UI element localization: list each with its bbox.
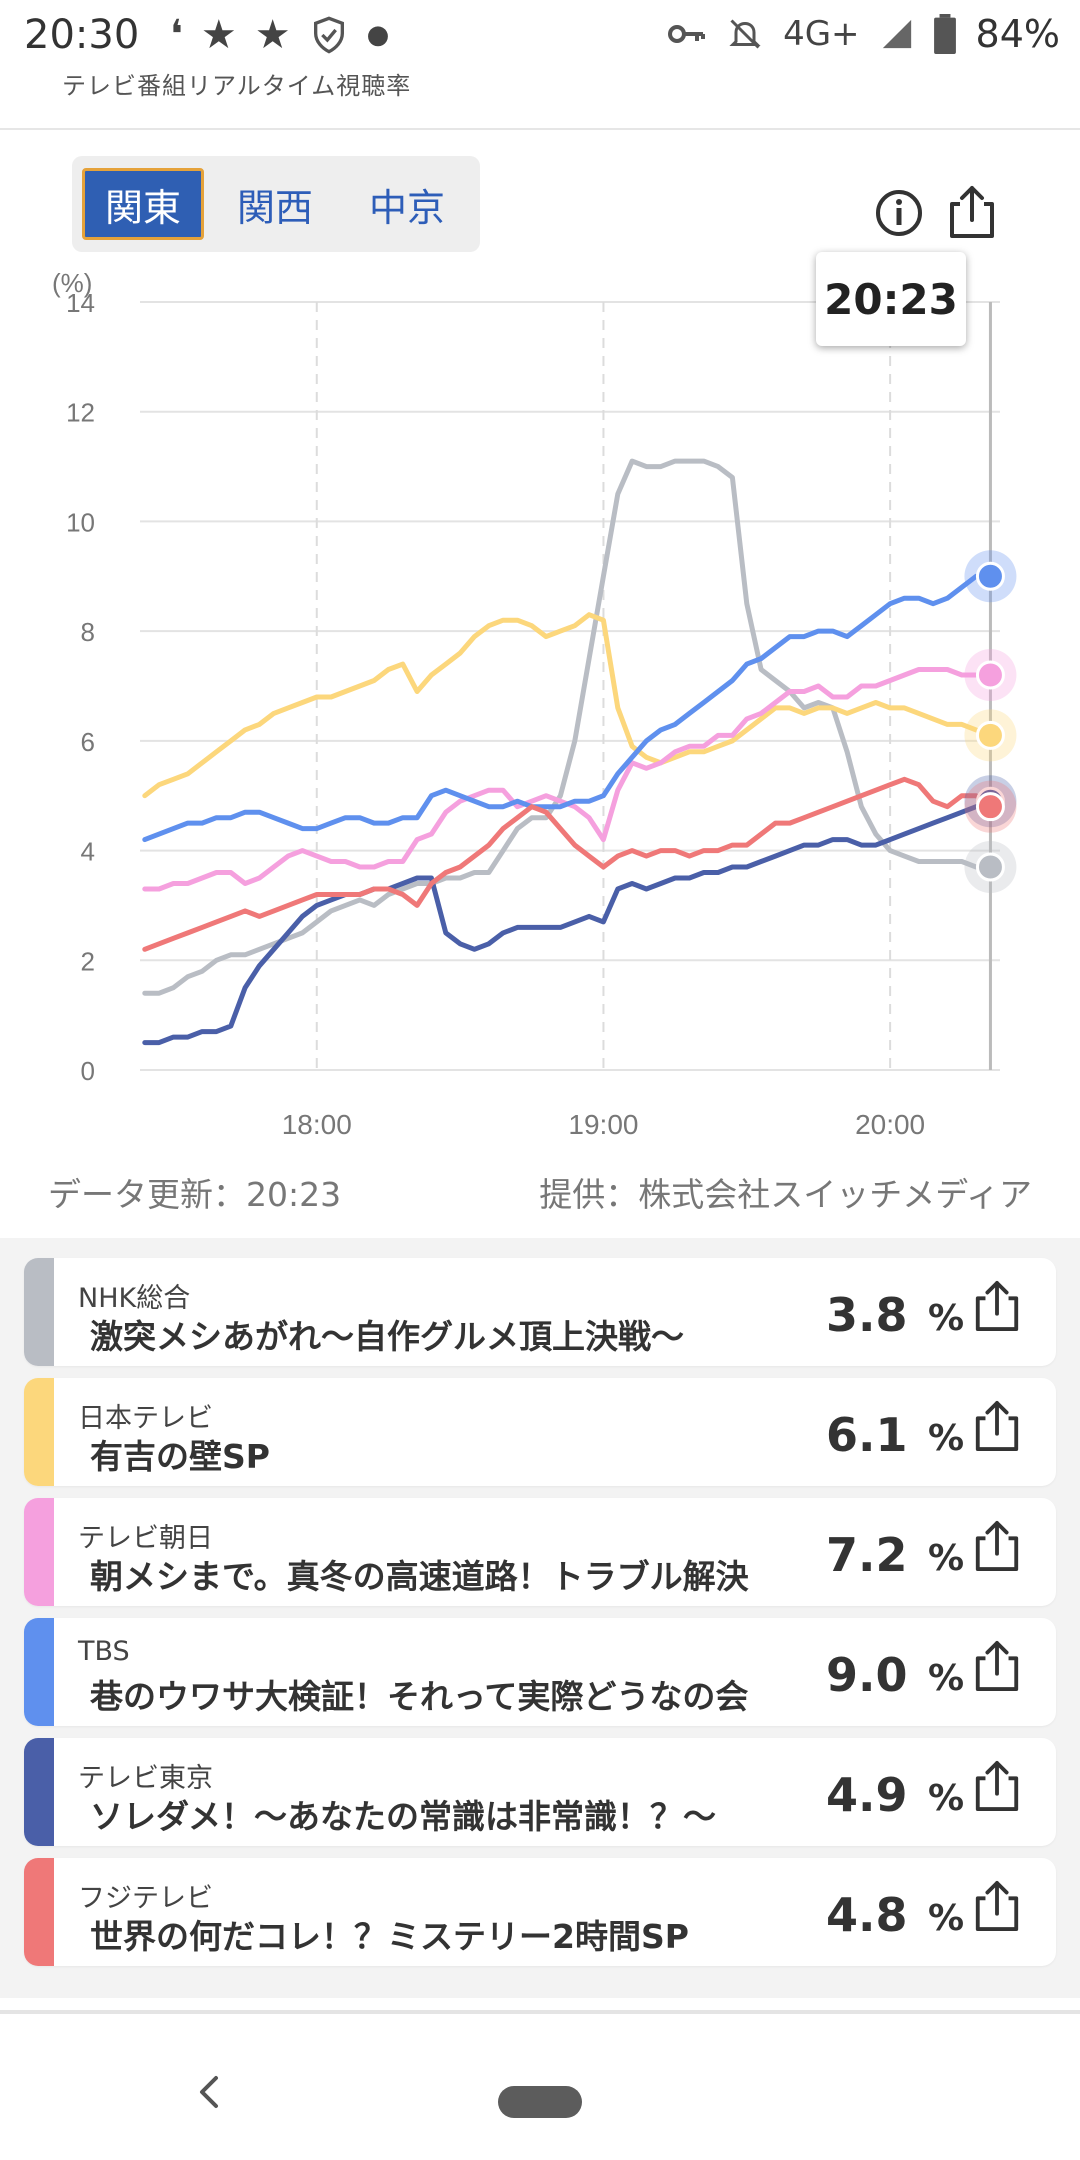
shield-icon [313, 16, 344, 54]
program-title: 世界の何だコレ！？ミステリー2時間SP [90, 1917, 689, 1956]
rating-value: 3.8 [826, 1288, 908, 1342]
series-marker-テレビ朝日[interactable] [975, 660, 1005, 690]
data-updated: データ更新：20:23 [48, 1175, 342, 1214]
x-tick-label: 19:00 [568, 1109, 638, 1140]
battery-icon [933, 14, 956, 54]
rating-value: 4.9 [826, 1768, 908, 1822]
y-axis-label: (%) [52, 270, 92, 298]
series-marker-フジテレビ[interactable] [975, 792, 1005, 822]
series-line-TBS [142, 573, 993, 843]
channel-name: テレビ東京 [78, 1763, 213, 1794]
channel-color-bar [24, 1858, 54, 1966]
channel-row[interactable]: NHK総合 激突メシあがれ～自作グルメ頂上決戦～ 3.8% [24, 1258, 1056, 1366]
rating-unit: % [928, 1298, 965, 1339]
y-tick-label: 6 [81, 727, 95, 757]
program-title: 巷のウワサ大検証！それって実際どうなの会 [90, 1677, 749, 1716]
star-icon: ★ [200, 12, 237, 58]
viewership-chart[interactable]: 0 2 4 6 8 10 12 14 (%) 18:00 19:00 20:00 [0, 270, 1080, 1170]
data-provider: 提供：株式会社スイッチメディア [539, 1175, 1032, 1214]
rating-value: 6.1 [826, 1408, 908, 1462]
status-right-icons: 4G+ 84% [667, 12, 1060, 56]
series-line-テレビ朝日 [142, 667, 993, 892]
channel-name: NHK総合 [78, 1283, 191, 1314]
channel-color-bar [24, 1498, 54, 1606]
channel-color-bar [24, 1378, 54, 1486]
tab-kanto[interactable]: 関東 [82, 168, 204, 240]
signal-icon [882, 19, 911, 49]
app-title: テレビ番組リアルタイム視聴率 [62, 72, 412, 100]
back-icon[interactable] [190, 2072, 230, 2112]
channel-row[interactable]: TBS 巷のウワサ大検証！それって実際どうなの会 9.0% [24, 1618, 1056, 1726]
channel-list: NHK総合 激突メシあがれ～自作グルメ頂上決戦～ 3.8% 日本テレビ 有吉の壁SP 6.… [24, 1258, 1056, 1978]
rating-unit: % [928, 1538, 965, 1579]
tab-kansai[interactable]: 関西 [236, 185, 313, 230]
channel-name: フジテレビ [78, 1883, 213, 1914]
status-left-icons: ❛ ★ ★ ● [170, 12, 389, 58]
program-title: 激突メシあがれ～自作グルメ頂上決戦～ [90, 1317, 684, 1356]
channel-row[interactable]: フジテレビ 世界の何だコレ！？ミステリー2時間SP 4.8% [24, 1858, 1056, 1966]
channel-color-bar [24, 1258, 54, 1366]
rating-value: 4.8 [826, 1888, 908, 1942]
share-icon[interactable] [972, 1638, 1022, 1694]
rating-value: 9.0 [826, 1648, 908, 1702]
series-marker-日本テレビ[interactable] [975, 720, 1005, 750]
rating-unit: % [928, 1658, 965, 1699]
rating-unit: % [928, 1418, 965, 1459]
notification-icon: ❛ [170, 12, 183, 58]
time-tooltip: 20:23 [816, 252, 966, 346]
bell-off-icon [729, 19, 761, 49]
program-title: 朝メシまで。真冬の高速道路！トラブル解決 [90, 1557, 749, 1596]
share-icon[interactable] [972, 1878, 1022, 1934]
tab-chukyo[interactable]: 中京 [368, 185, 445, 230]
y-tick-label: 2 [81, 946, 95, 976]
y-tick-label: 10 [66, 507, 95, 537]
share-icon[interactable] [972, 1278, 1022, 1334]
nav-bar [0, 2016, 1080, 2160]
x-tick-label: 20:00 [855, 1109, 925, 1140]
x-tick-label: 18:00 [282, 1109, 352, 1140]
y-tick-label: 0 [81, 1056, 95, 1086]
share-icon[interactable] [946, 184, 998, 240]
channel-row[interactable]: テレビ東京 ソレダメ！～あなたの常識は非常識！？～ 4.9% [24, 1738, 1056, 1846]
channel-color-bar [24, 1738, 54, 1846]
y-tick-label: 12 [66, 398, 95, 428]
home-button[interactable] [498, 2086, 582, 2118]
series-line-テレビ東京 [142, 798, 993, 1046]
program-title: 有吉の壁SP [90, 1437, 270, 1476]
program-title: ソレダメ！～あなたの常識は非常識！？～ [90, 1797, 717, 1836]
rating-value: 7.2 [826, 1528, 908, 1582]
series-line-日本テレビ [142, 612, 993, 799]
dot-icon: ● [366, 20, 390, 50]
nav-divider [0, 2010, 1080, 2014]
share-icon[interactable] [972, 1398, 1022, 1454]
series-line-フジテレビ [142, 776, 993, 952]
status-bar: 20:30 ❛ ★ ★ ● 4G+ 84% [0, 0, 1080, 72]
channel-color-bar [24, 1618, 54, 1726]
channel-row[interactable]: 日本テレビ 有吉の壁SP 6.1% [24, 1378, 1056, 1486]
key-icon [668, 25, 706, 43]
rating-unit: % [928, 1778, 965, 1819]
y-tick-label: 14 [66, 288, 95, 318]
chart-svg[interactable]: 0 2 4 6 8 10 12 14(%) 18:00 19:00 20:00 [0, 270, 1080, 1170]
channel-row[interactable]: テレビ朝日 朝メシまで。真冬の高速道路！トラブル解決 7.2% [24, 1498, 1056, 1606]
share-icon[interactable] [972, 1518, 1022, 1574]
y-tick-label: 8 [81, 617, 95, 647]
battery-level: 84% [975, 12, 1060, 56]
channel-name: 日本テレビ [78, 1403, 213, 1434]
rating-unit: % [928, 1898, 965, 1939]
star-icon: ★ [254, 12, 291, 58]
series-marker-NHK総合[interactable] [975, 852, 1005, 882]
network-type: 4G+ [783, 14, 860, 54]
header-divider [0, 128, 1080, 130]
status-time: 20:30 [24, 12, 140, 58]
region-tabs: 関東 関西 中京 [72, 156, 480, 252]
series-marker-TBS[interactable] [975, 561, 1005, 591]
share-icon[interactable] [972, 1758, 1022, 1814]
channel-name: TBS [78, 1636, 130, 1667]
channel-name: テレビ朝日 [78, 1523, 213, 1554]
y-tick-label: 4 [81, 837, 95, 867]
info-icon[interactable] [874, 188, 924, 238]
